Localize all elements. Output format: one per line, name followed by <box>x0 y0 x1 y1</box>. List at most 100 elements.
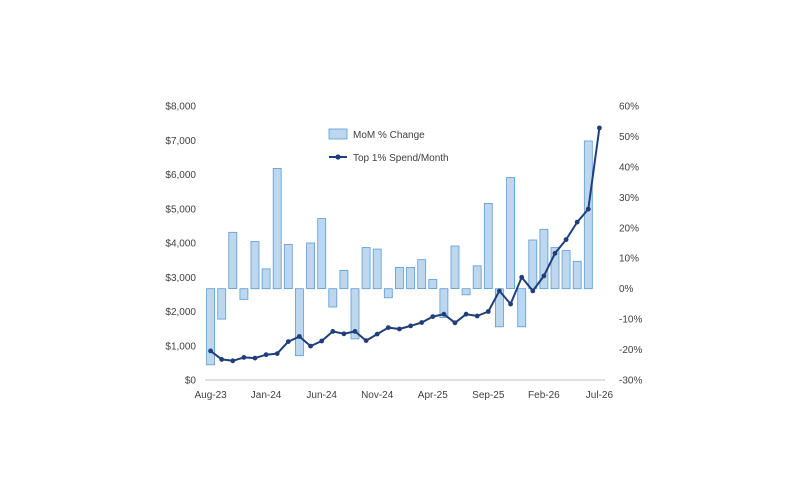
line-point <box>397 326 402 332</box>
bar <box>239 288 249 300</box>
line-point <box>519 274 525 280</box>
bar <box>461 288 471 296</box>
y-right-tick: -20% <box>619 345 642 356</box>
line-point <box>374 331 380 337</box>
bar <box>517 288 527 328</box>
line-point <box>408 323 413 329</box>
legend: MoM % Change Top 1% Spend/Month <box>328 128 449 164</box>
line-point <box>274 351 280 356</box>
y-left-tick: $7,000 <box>165 136 196 147</box>
y-left-tick: $0 <box>185 376 197 387</box>
y-right-tick: -10% <box>619 315 642 326</box>
bar-series <box>206 140 593 366</box>
bar <box>294 288 304 357</box>
x-tick: Jan-24 <box>251 390 282 401</box>
line-point <box>541 273 547 279</box>
bar <box>417 259 427 290</box>
line-point <box>297 334 302 339</box>
line-point <box>330 329 336 334</box>
y-left-tick: $3,000 <box>165 273 196 284</box>
bar <box>572 260 582 290</box>
line-point <box>463 311 469 317</box>
line-point <box>485 309 491 314</box>
bar <box>228 231 238 290</box>
y-right-tick: 20% <box>619 223 639 234</box>
line-point <box>341 331 347 337</box>
y-right-tick: 60% <box>619 102 639 113</box>
bar <box>372 248 382 290</box>
line-point <box>441 311 447 317</box>
line-point <box>352 329 358 334</box>
line-point <box>219 357 225 362</box>
bar <box>550 247 560 290</box>
legend-line-marker <box>335 154 341 160</box>
y-left-tick: $1,000 <box>165 341 196 352</box>
y-left-tick: $6,000 <box>165 170 196 181</box>
line-point <box>563 237 569 243</box>
legend-label-line: Top 1% Spend/Month <box>353 153 449 164</box>
line-point <box>252 355 258 361</box>
line-point <box>241 355 247 360</box>
x-tick: Feb-26 <box>528 390 560 401</box>
bar <box>261 268 271 290</box>
bar <box>406 266 416 290</box>
bar <box>539 228 549 290</box>
bar <box>339 269 349 290</box>
bar <box>439 288 449 319</box>
bar <box>217 288 227 320</box>
line-series <box>208 125 602 364</box>
y-right-tick: 30% <box>619 193 639 204</box>
bar <box>206 288 216 366</box>
line-point <box>308 343 313 349</box>
y-right-tick: 0% <box>619 284 634 295</box>
line-point <box>530 288 536 294</box>
y-left-tick: $2,000 <box>165 307 196 318</box>
bar <box>450 245 460 289</box>
legend-bar-swatch <box>328 128 348 140</box>
line-point <box>285 339 291 344</box>
line-point <box>319 338 325 344</box>
bar <box>506 177 516 289</box>
x-tick: Jun-24 <box>306 390 337 401</box>
line-point <box>497 288 502 294</box>
line-point <box>552 250 558 256</box>
bar <box>428 279 438 290</box>
line-point <box>430 314 436 319</box>
bar <box>328 288 338 308</box>
line-point <box>363 338 369 343</box>
line-point <box>419 320 425 325</box>
line-point <box>574 219 580 225</box>
bar <box>250 241 260 290</box>
x-tick: Jul-26 <box>586 390 614 401</box>
bar <box>272 167 282 290</box>
bar <box>483 202 493 289</box>
line-point <box>597 125 602 131</box>
y-left-tick: $4,000 <box>165 239 196 250</box>
x-tick: Sep-25 <box>472 390 505 401</box>
line-point <box>263 352 269 358</box>
bar <box>317 218 327 290</box>
line-point <box>508 301 513 307</box>
line-point <box>452 320 458 326</box>
x-axis: Aug-23 Jan-24 Jun-24 Nov-24 Apr-25 Sep-2… <box>194 379 614 401</box>
y-left-tick: $8,000 <box>165 102 196 113</box>
bar <box>283 244 293 289</box>
y-right-tick: 40% <box>619 162 639 173</box>
x-tick: Nov-24 <box>361 390 394 401</box>
line-point <box>474 313 480 319</box>
bar <box>394 266 404 290</box>
x-tick: Aug-23 <box>194 390 227 401</box>
y-right-tick: 10% <box>619 254 639 265</box>
y-right-tick: 50% <box>619 132 639 143</box>
bar <box>361 247 371 290</box>
bar <box>528 239 538 290</box>
y-left-tick: $5,000 <box>165 204 196 215</box>
bar <box>350 288 360 340</box>
left-axis: $0 $1,000 $2,000 $3,000 $4,000 $5,000 $6… <box>165 102 196 387</box>
line-point <box>208 348 214 354</box>
legend-label-bars: MoM % Change <box>353 130 425 141</box>
bar <box>472 265 482 289</box>
line-point <box>585 206 591 212</box>
bar <box>583 140 593 290</box>
